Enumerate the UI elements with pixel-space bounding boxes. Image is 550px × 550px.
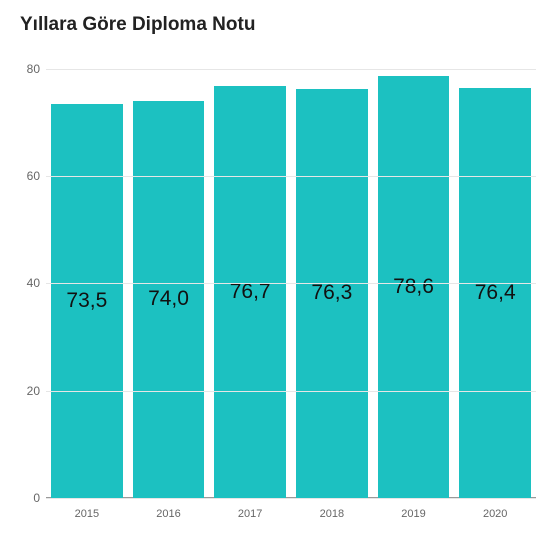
x-axis-tick: 2019	[401, 508, 425, 520]
bar: 78,6	[378, 76, 450, 498]
x-axis-tick: 2016	[156, 508, 180, 520]
y-axis-tick: 20	[10, 384, 40, 398]
bar: 73,5	[51, 104, 123, 498]
bar-slot: 78,62019	[373, 58, 455, 498]
grid-line	[46, 283, 536, 284]
y-axis-tick: 60	[10, 169, 40, 183]
plot-area: 73,5201574,0201676,7201776,3201878,62019…	[46, 58, 536, 498]
x-axis-tick: 2015	[75, 508, 99, 520]
y-axis-tick: 80	[10, 62, 40, 76]
bar: 74,0	[133, 101, 205, 498]
x-axis-tick: 2017	[238, 508, 262, 520]
bar-slot: 73,52015	[46, 58, 128, 498]
bar-slot: 76,42020	[454, 58, 536, 498]
x-axis-tick: 2020	[483, 508, 507, 520]
y-axis-tick: 40	[10, 276, 40, 290]
bar-value-label: 76,4	[475, 281, 516, 305]
x-axis-tick: 2018	[320, 508, 344, 520]
chart-title: Yıllara Göre Diploma Notu	[20, 14, 255, 36]
y-axis-tick: 0	[10, 491, 40, 505]
bar: 76,3	[296, 89, 368, 498]
bar-slot: 76,72017	[209, 58, 291, 498]
grid-line	[46, 176, 536, 177]
grid-line	[46, 69, 536, 70]
bar-slot: 74,02016	[128, 58, 210, 498]
bars-container: 73,5201574,0201676,7201776,3201878,62019…	[46, 58, 536, 498]
grid-line	[46, 391, 536, 392]
bar: 76,4	[459, 88, 531, 498]
bar-value-label: 73,5	[66, 289, 107, 313]
bar-slot: 76,32018	[291, 58, 373, 498]
grid-line	[46, 498, 536, 499]
bar-value-label: 76,3	[311, 281, 352, 305]
bar-value-label: 78,6	[393, 275, 434, 299]
bar-value-label: 74,0	[148, 287, 189, 311]
bar: 76,7	[214, 86, 286, 498]
